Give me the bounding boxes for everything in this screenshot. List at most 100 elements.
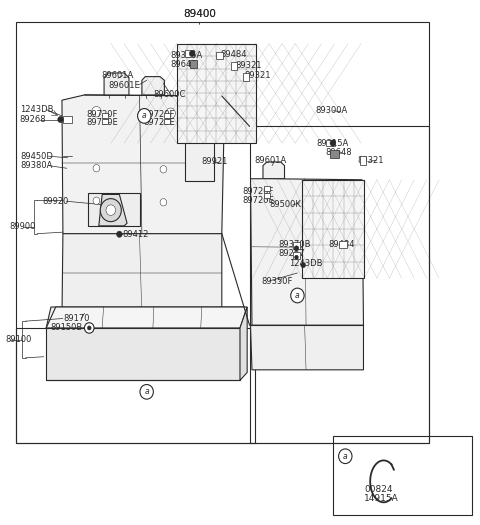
Text: 00824: 00824 [364,485,393,494]
Polygon shape [62,234,222,318]
Circle shape [140,384,154,399]
Circle shape [92,107,101,117]
Bar [177,44,256,143]
Polygon shape [251,178,363,326]
Bar [164,113,170,118]
Bar [264,193,270,198]
Polygon shape [240,307,247,380]
Bar [185,142,214,181]
Bar [243,73,249,81]
Bar [164,119,170,124]
Bar [88,193,141,226]
Text: 89370B: 89370B [278,240,311,249]
Text: 89648: 89648 [170,60,197,69]
Bar [333,436,472,515]
Text: 89321: 89321 [357,156,384,165]
Text: a: a [295,291,300,300]
Circle shape [338,449,352,464]
Text: 89315A: 89315A [317,139,349,148]
Circle shape [166,108,175,119]
Bar [293,242,300,249]
Bar [339,242,347,248]
Text: a: a [343,452,348,461]
Text: 1243DB: 1243DB [20,105,53,114]
Text: 89315A: 89315A [170,51,203,60]
Text: a: a [144,387,149,396]
Polygon shape [46,307,245,328]
Circle shape [58,117,63,123]
Text: 89484: 89484 [221,50,247,59]
Circle shape [330,140,336,146]
Text: a: a [142,111,146,120]
Text: 89400: 89400 [183,9,216,19]
Bar [360,156,366,164]
Polygon shape [142,77,164,95]
Text: 89484: 89484 [328,240,355,249]
Bar [250,127,429,443]
Text: 89720F: 89720F [86,110,117,119]
Circle shape [189,50,195,57]
Text: 89450D: 89450D [21,152,54,161]
Text: 89648: 89648 [325,148,352,157]
Text: 89720F: 89720F [242,187,274,196]
Text: 89500K: 89500K [270,201,301,209]
Bar [264,186,270,191]
Circle shape [84,323,94,333]
Text: 89170: 89170 [63,314,89,323]
Bar [216,52,223,59]
Polygon shape [251,326,363,370]
Text: 89601E: 89601E [108,81,140,90]
Circle shape [160,165,167,173]
Bar [190,60,197,68]
Bar [102,113,108,118]
Text: 89720E: 89720E [144,118,175,127]
Text: 89400: 89400 [183,9,216,19]
Bar [16,328,255,443]
Bar [102,119,108,124]
Bar [330,150,339,158]
Text: 89920: 89920 [43,197,69,206]
Text: 89601A: 89601A [254,156,287,165]
Circle shape [117,231,122,237]
Circle shape [294,246,299,251]
Polygon shape [263,162,285,178]
Bar [63,116,72,123]
Text: 89720F: 89720F [144,110,175,119]
Text: 89300A: 89300A [316,106,348,115]
Circle shape [93,197,100,204]
Circle shape [138,109,151,123]
Bar [293,251,300,259]
Circle shape [87,326,91,330]
Circle shape [106,205,116,215]
Text: 89268: 89268 [20,115,47,124]
Polygon shape [46,307,247,328]
Text: 89350F: 89350F [262,277,293,286]
Polygon shape [62,95,225,234]
Circle shape [291,288,304,303]
Circle shape [93,164,100,172]
Text: 14915A: 14915A [364,494,399,503]
Text: 89100: 89100 [5,335,32,344]
Text: 89267: 89267 [278,249,305,258]
Text: 89720E: 89720E [86,118,118,127]
Circle shape [160,198,167,206]
Text: 89412: 89412 [122,230,149,239]
Text: 89900: 89900 [9,223,36,232]
Polygon shape [104,73,129,95]
Text: 1243DB: 1243DB [289,258,323,268]
Bar [16,22,429,443]
Circle shape [301,262,306,268]
Text: 89720E: 89720E [242,196,274,205]
Text: 89380A: 89380A [21,161,53,170]
Circle shape [100,198,121,222]
Bar [302,180,364,278]
Text: 89921: 89921 [202,158,228,166]
Text: 89150B: 89150B [50,323,82,332]
Bar [185,50,194,57]
Text: 89601A: 89601A [101,70,133,80]
Circle shape [295,255,299,259]
Polygon shape [99,194,127,226]
Bar [231,62,237,70]
Polygon shape [46,328,240,380]
Text: 89321: 89321 [235,60,262,70]
